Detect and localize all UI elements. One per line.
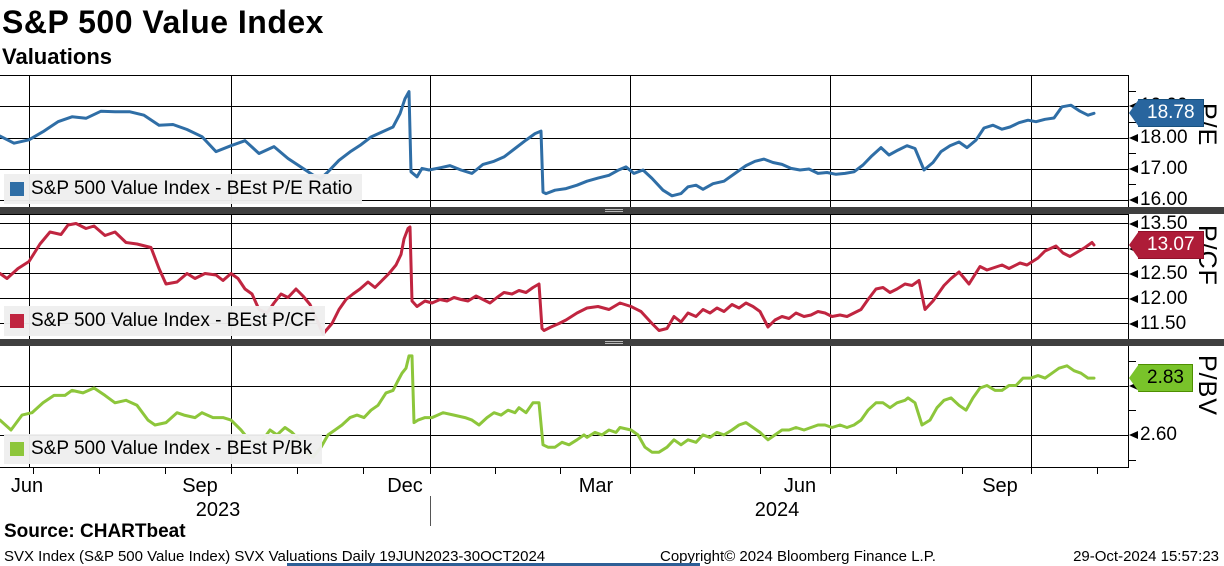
panel-separator-1[interactable]	[0, 207, 1224, 214]
x-month-tick	[495, 468, 496, 474]
badge-value: 2.83	[1147, 367, 1184, 389]
x-month-tick	[630, 468, 631, 474]
x-year-label: 2023	[195, 499, 241, 521]
badge-arrow-icon	[1129, 99, 1139, 128]
page-title: S&P 500 Value Index	[2, 4, 324, 40]
bottom-highlight-strip	[287, 563, 700, 566]
x-month-tick	[99, 468, 100, 474]
x-month-tick	[430, 468, 431, 474]
y-minor-tick	[1129, 460, 1136, 461]
x-month-label: Jun	[10, 475, 44, 497]
legend-swatch-icon	[10, 182, 24, 196]
y-tick-label: 11.50	[1140, 312, 1187, 334]
legend-swatch-icon	[10, 314, 24, 328]
axis-tick-arrow	[1129, 430, 1138, 439]
legend-pe[interactable]: S&P 500 Value Index - BEst P/E Ratio	[4, 174, 363, 204]
x-month-label: Mar	[578, 475, 614, 497]
y-tick-label: 12.50	[1140, 262, 1188, 284]
x-month-tick	[560, 468, 561, 474]
x-month-tick	[962, 468, 963, 474]
y-tick-label: 13.50	[1140, 212, 1188, 234]
x-month-label: Jun	[783, 475, 817, 497]
last-value-badge-pe: 18.78	[1129, 99, 1204, 128]
year-divider-line	[430, 496, 431, 526]
footer-timestamp: 29-Oct-2024 15:57:23	[1073, 548, 1219, 565]
axis-tick-arrow	[1129, 133, 1138, 142]
axis-tick-arrow	[1129, 219, 1138, 228]
y-tick-label: 17.00	[1140, 157, 1188, 179]
source-label: Source: CHARTbeat	[4, 521, 186, 542]
legend-label: S&P 500 Value Index - BEst P/E Ratio	[31, 178, 353, 199]
legend-label: S&P 500 Value Index - BEst P/CF	[31, 310, 316, 331]
legend-swatch-icon	[10, 442, 24, 456]
x-month-tick	[363, 468, 364, 474]
x-month-tick	[165, 468, 166, 474]
y-minor-tick	[1129, 184, 1136, 185]
y-minor-tick	[1129, 91, 1136, 92]
badge-arrow-icon	[1129, 364, 1139, 393]
series-line-pe	[0, 90, 1096, 198]
x-month-tick	[830, 468, 831, 474]
y-minor-tick	[1129, 410, 1136, 411]
footer-security-info: SVX Index (S&P 500 Value Index) SVX Valu…	[4, 548, 546, 565]
panel-pe: S&P 500 Value Index - BEst P/E Ratio	[0, 75, 1129, 208]
x-month-tick	[760, 468, 761, 474]
x-month-label: Dec	[387, 475, 423, 497]
series-line-pcf	[0, 222, 1096, 336]
x-month-tick	[896, 468, 897, 474]
footer-copyright: Copyright© 2024 Bloomberg Finance L.P.	[660, 548, 936, 565]
panel-separator-2[interactable]	[0, 339, 1224, 346]
x-month-tick	[1097, 468, 1098, 474]
x-month-label: Sep	[982, 475, 1018, 497]
right-axis-line	[1128, 76, 1129, 468]
panel-pcf: S&P 500 Value Index - BEst P/CF	[0, 214, 1129, 340]
y-minor-tick	[1129, 361, 1136, 362]
axis-tick-arrow	[1129, 269, 1138, 278]
last-value-badge-pcf: 13.07	[1129, 231, 1204, 259]
x-year-label: 2024	[754, 499, 800, 521]
separator-drag-handle[interactable]	[605, 208, 623, 213]
page-subtitle: Valuations	[2, 44, 113, 69]
x-month-tick	[231, 468, 232, 474]
legend-pcf[interactable]: S&P 500 Value Index - BEst P/CF	[4, 306, 326, 336]
badge-value: 18.78	[1147, 102, 1195, 124]
y-minor-tick	[1129, 153, 1136, 154]
axis-tick-arrow	[1129, 195, 1138, 204]
legend-label: S&P 500 Value Index - BEst P/Bk	[31, 438, 313, 459]
last-value-badge-pbv: 2.83	[1129, 364, 1193, 393]
axis-unit-label-pbv: P/BV	[1193, 354, 1221, 416]
axis-tick-arrow	[1129, 319, 1138, 328]
separator-drag-handle[interactable]	[605, 340, 623, 345]
x-month-tick	[694, 468, 695, 474]
x-month-label: Sep	[182, 475, 218, 497]
badge-arrow-icon	[1129, 231, 1139, 259]
x-month-tick	[297, 468, 298, 474]
y-tick-label: 18.00	[1140, 126, 1188, 148]
legend-pbv[interactable]: S&P 500 Value Index - BEst P/Bk	[4, 434, 323, 464]
x-month-tick	[1031, 468, 1032, 474]
y-tick-label: 16.00	[1140, 188, 1188, 210]
axis-tick-arrow	[1129, 164, 1138, 173]
y-tick-label: 2.60	[1140, 423, 1177, 445]
panel-pbv: S&P 500 Value Index - BEst P/Bk	[0, 345, 1129, 468]
y-tick-label: 12.00	[1140, 287, 1188, 309]
badge-value: 13.07	[1147, 234, 1195, 255]
axis-tick-arrow	[1129, 294, 1138, 303]
x-month-tick	[33, 468, 34, 474]
